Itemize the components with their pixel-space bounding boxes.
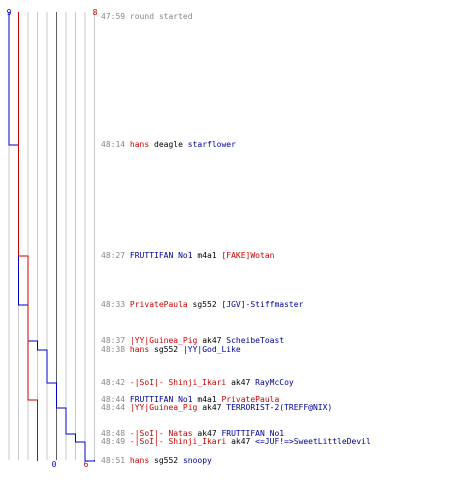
event-victim: FRUTTIFAN No1 (221, 429, 285, 438)
event-killer: hans (129, 140, 150, 149)
event-time: 48:38 (101, 345, 126, 354)
event-row: 48:48 -|SoI|- Natas ak47 FRUTTIFAN No1 (101, 429, 284, 438)
event-victim: |YY|God_Like (182, 345, 241, 354)
event-row: 48:37 |YY|Guinea_Pig ak47 ScheibeToast (101, 336, 284, 345)
event-victim: ScheibeToast (226, 336, 285, 345)
event-weapon: sg552 (154, 456, 179, 465)
event-time: 48:42 (101, 378, 126, 387)
event-time: 48:51 (101, 456, 126, 465)
event-victim: <=JUF!=>SweetLittleDevil (255, 437, 371, 446)
event-row: 48:38 hans sg552 |YY|God_Like (101, 345, 241, 354)
event-killer: -|SoI|- Shinji_Ikari (129, 378, 227, 387)
event-time: 48:37 (101, 336, 126, 345)
event-victim: starflower (187, 140, 236, 149)
event-victim: RayMcCoy (255, 378, 294, 387)
event-time: 48:48 (101, 429, 126, 438)
event-killer: -|SoI|- Shinji_Ikari (129, 437, 227, 446)
blue-series-line (8, 12, 95, 462)
event-weapon: ak47 (202, 403, 222, 412)
event-row: 48:44 |YY|Guinea_Pig ak47 TERRORIST-2(TR… (101, 403, 332, 412)
event-killer: |YY|Guinea_Pig (129, 336, 198, 345)
event-time: 48:33 (101, 300, 126, 309)
event-weapon: ak47 (231, 378, 251, 387)
blue-team-series (8, 12, 95, 462)
event-time: 48:27 (101, 251, 126, 260)
blue-start-label: 9 (7, 8, 12, 17)
event-time: 48:44 (101, 403, 126, 412)
event-victim: TERRORIST-2(TREFF@NIX) (226, 403, 333, 412)
event-weapon: sg552 (154, 345, 179, 354)
event-victim: [FAKE]Wotan (221, 251, 275, 260)
event-victim: [JGV]-Stiffmaster (221, 300, 304, 309)
event-time: 47:59 (101, 12, 126, 21)
event-weapon: m4a1 (197, 395, 217, 404)
event-row: 48:51 hans sg552 snoopy (101, 456, 212, 465)
event-killer: FRUTTIFAN No1 (129, 251, 193, 260)
event-note: round started (129, 12, 193, 21)
event-killer: hans (129, 345, 150, 354)
blue-end-label: 0 (52, 460, 57, 469)
event-victim: PrivatePaula (221, 395, 280, 404)
red-series-line (18, 12, 38, 461)
event-killer: FRUTTIFAN No1 (129, 395, 193, 404)
event-killer: hans (129, 456, 150, 465)
chart-grid (8, 12, 95, 460)
event-row: 48:14 hans deagle starflower (101, 140, 236, 149)
event-row: 48:49 -|SoI|- Shinji_Ikari ak47 <=JUF!=>… (101, 437, 371, 446)
event-time: 48:14 (101, 140, 126, 149)
event-time: 48:49 (101, 437, 126, 446)
event-weapon: m4a1 (197, 251, 217, 260)
event-killer: -|SoI|- Natas (129, 429, 193, 438)
event-killer: PrivatePaula (129, 300, 188, 309)
red-start-label: 8 (93, 8, 98, 17)
event-weapon: ak47 (231, 437, 251, 446)
event-weapon: deagle (154, 140, 183, 149)
event-row: 48:44 FRUTTIFAN No1 m4a1 PrivatePaula (101, 395, 279, 404)
event-row: 47:59 round started (101, 12, 193, 21)
event-weapon: ak47 (202, 336, 222, 345)
red-end-label: 6 (84, 460, 89, 469)
event-victim: snoopy (182, 456, 212, 465)
event-row: 48:42 -|SoI|- Shinji_Ikari ak47 RayMcCoy (101, 378, 294, 387)
event-weapon: ak47 (197, 429, 217, 438)
event-weapon: sg552 (192, 300, 217, 309)
red-team-series (18, 12, 38, 461)
event-row: 48:27 FRUTTIFAN No1 m4a1 [FAKE]Wotan (101, 251, 274, 260)
event-killer: |YY|Guinea_Pig (129, 403, 198, 412)
event-row: 48:33 PrivatePaula sg552 [JGV]-Stiffmast… (101, 300, 303, 309)
event-time: 48:44 (101, 395, 126, 404)
